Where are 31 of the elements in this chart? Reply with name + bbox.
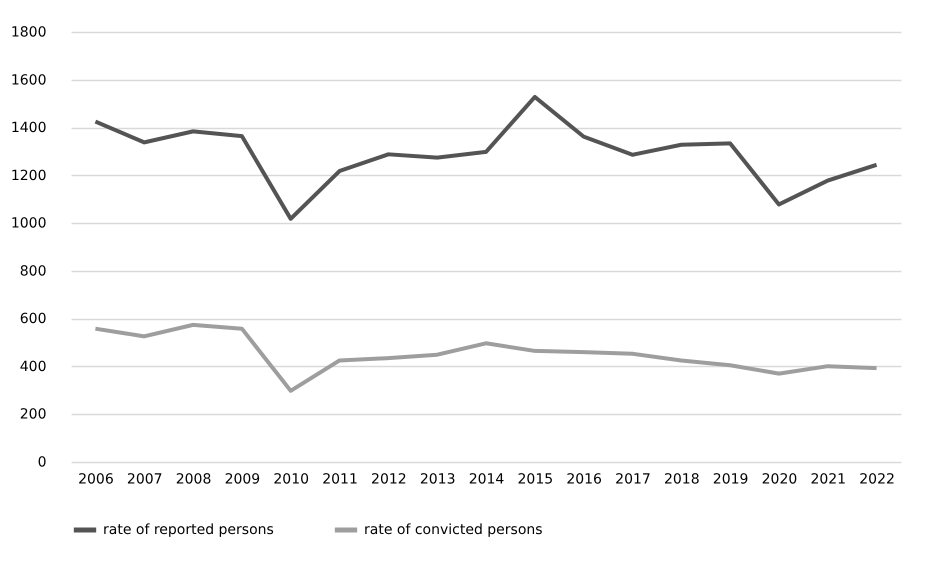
- y-tick-label: 800: [20, 263, 46, 280]
- x-tick-label: 2006: [78, 472, 114, 488]
- x-tick-label: 2019: [712, 472, 748, 488]
- y-tick-label: 400: [20, 358, 46, 375]
- line-series: [93, 322, 879, 393]
- x-tick-label: 2012: [371, 472, 407, 488]
- y-tick-label: 1400: [10, 120, 46, 136]
- x-tick-label: 2017: [615, 472, 651, 488]
- y-tick-label: 0: [38, 454, 46, 470]
- x-tick-label: 2014: [468, 472, 504, 488]
- x-tick-label: 2020: [762, 472, 798, 488]
- legend-label: rate of reported persons: [103, 522, 274, 538]
- x-tick-label: 2007: [126, 472, 163, 488]
- y-tick-label: 600: [20, 311, 46, 328]
- y-tick-label: 1800: [10, 24, 46, 40]
- x-tick-label: 2009: [224, 472, 260, 488]
- x-tick-label: 2013: [420, 472, 456, 488]
- x-tick-label: 2011: [322, 472, 358, 488]
- x-tick-label: 2015: [518, 472, 554, 488]
- y-tick-label: 1600: [10, 72, 46, 88]
- x-tick-label: 2018: [664, 472, 700, 488]
- x-tick-label: 2021: [810, 472, 846, 488]
- x-tick-label: 2010: [273, 472, 310, 488]
- y-tick-label: 1000: [10, 216, 46, 232]
- x-tick-label: 2008: [176, 472, 212, 488]
- legend-label: rate of convicted persons: [364, 522, 543, 538]
- x-tick-label: 2016: [566, 472, 602, 488]
- line-series: [93, 94, 879, 221]
- x-tick-label: 2022: [859, 472, 895, 488]
- y-tick-label: 1200: [10, 168, 46, 184]
- y-tick-label: 200: [20, 406, 46, 423]
